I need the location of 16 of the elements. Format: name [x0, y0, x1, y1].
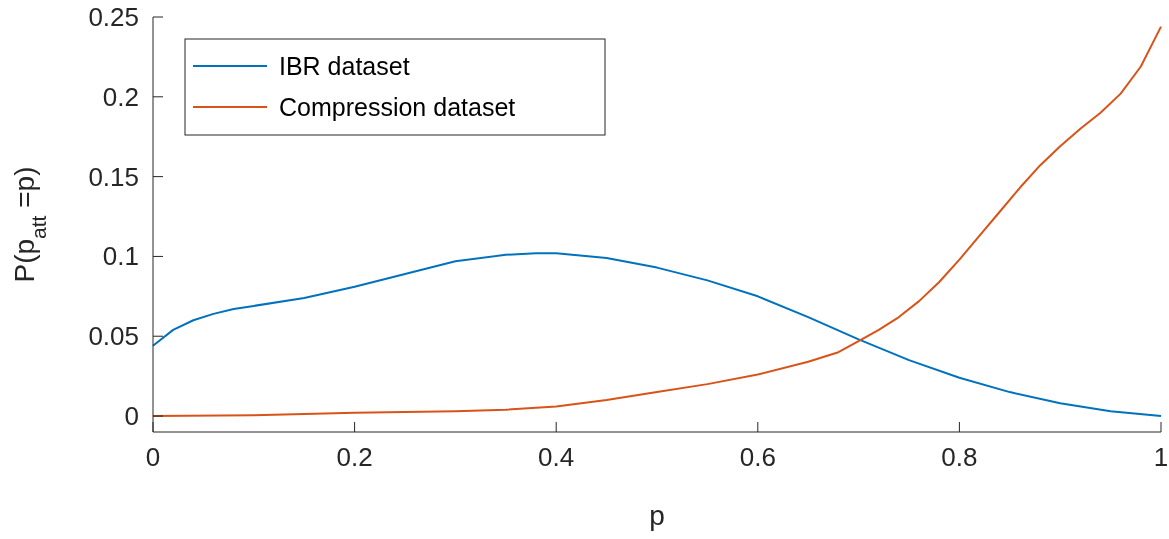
y-tick-label: 0.25: [88, 2, 139, 32]
x-tick-label: 1: [1153, 442, 1169, 472]
legend-label: IBR dataset: [279, 52, 410, 80]
x-tick-label: 0.6: [739, 442, 776, 472]
y-tick-label: 0: [124, 401, 139, 432]
y-tick-label: 0.15: [88, 161, 139, 192]
x-tick-label: 0.2: [336, 442, 373, 472]
legend-label: Compression dataset: [279, 93, 516, 121]
y-tick-label: 0.2: [102, 81, 139, 112]
y-tick-label: 0.05: [88, 321, 139, 352]
line-series: [152, 252, 1162, 418]
x-tick-label: 0: [145, 442, 161, 472]
x-tick-label: 0.4: [538, 442, 575, 472]
y-tick-label: 0.1: [102, 241, 139, 272]
x-tick-label: 0.8: [941, 442, 978, 472]
x-axis-title: p: [649, 500, 665, 531]
